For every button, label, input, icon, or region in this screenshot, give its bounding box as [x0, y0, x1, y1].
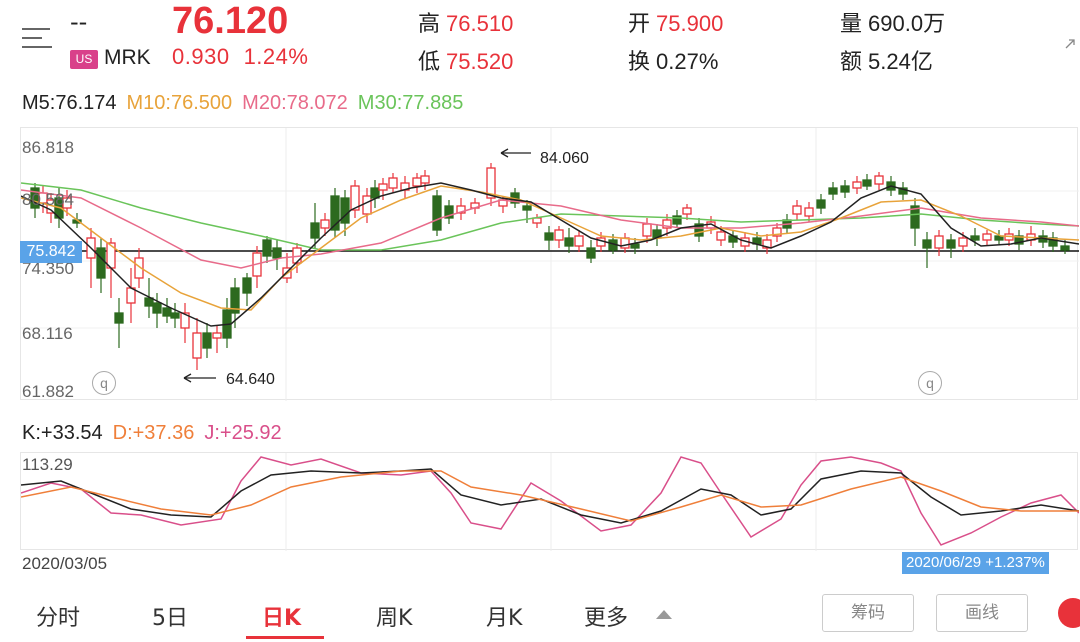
- start-date: 2020/03/05: [22, 554, 108, 573]
- tab-monthly-k[interactable]: 月K: [486, 606, 523, 631]
- q-icon[interactable]: q: [918, 371, 942, 395]
- price-change: 0.930 1.24%: [172, 44, 308, 70]
- tab-more[interactable]: 更多: [584, 606, 629, 631]
- y-label-top: 86.818: [22, 138, 74, 157]
- stat-low: 低 75.520: [418, 44, 513, 76]
- stat-amount-value: 5.24亿: [868, 49, 933, 74]
- kdj-top-label: 113.29: [22, 455, 73, 474]
- tab-intraday[interactable]: 分时: [36, 606, 81, 631]
- kdj-j-label: J:+25.92: [204, 422, 282, 444]
- stat-turnover-label: 换: [628, 49, 651, 74]
- last-price: 76.120: [172, 0, 289, 42]
- end-date: 2020/06/29: [906, 554, 982, 571]
- stat-high: 高 76.510: [418, 6, 513, 38]
- stat-high-value: 76.510: [446, 11, 514, 36]
- ma10-label: M10:76.500: [126, 92, 233, 114]
- kdj-chart[interactable]: [20, 452, 1079, 551]
- y-label-4: 68.116: [22, 324, 73, 343]
- expand-icon[interactable]: [1064, 38, 1076, 50]
- change-value: 0.930: [172, 44, 230, 69]
- end-change: +1.237%: [985, 554, 1045, 571]
- active-tab-indicator: [246, 636, 324, 639]
- candlestick-svg: [21, 128, 1079, 401]
- stat-amount-label: 额: [840, 49, 863, 74]
- caret-up-icon[interactable]: [656, 610, 672, 619]
- market-badge: US: [70, 50, 98, 69]
- tab-daily-k[interactable]: 日K: [262, 606, 302, 631]
- stat-volume-value: 690.0万: [868, 11, 946, 36]
- quote-header: -- US MRK 76.120 0.930 1.24% 高 76.510 低 75.…: [0, 0, 1080, 82]
- kdj-k-label: K:+33.54: [22, 422, 103, 444]
- stat-low-label: 低: [418, 49, 441, 74]
- stat-open-label: 开: [628, 11, 651, 36]
- q-icon[interactable]: q: [92, 371, 116, 395]
- current-price-tag: 75.842: [20, 241, 82, 263]
- y-label-3: 74.350: [22, 259, 74, 278]
- change-percent: 1.24%: [243, 44, 309, 69]
- ma20-label: M20:78.072: [242, 92, 348, 114]
- ma30-label: M30:77.885: [357, 92, 464, 114]
- stat-open: 开 75.900: [628, 6, 723, 38]
- kdj-d-label: D:+37.36: [112, 422, 195, 444]
- y-label-bottom: 61.882: [22, 382, 74, 401]
- tab-weekly-k[interactable]: 周K: [376, 606, 413, 631]
- low-annotation: 64.640: [226, 371, 275, 388]
- ticker-symbol: MRK: [104, 46, 151, 69]
- end-date-tag: 2020/06/29 +1.237%: [902, 552, 1049, 574]
- ma-legend: M5:76.174 M10:76.500 M20:78.072 M30:77.885: [22, 92, 473, 115]
- stat-volume: 量 690.0万: [840, 6, 945, 38]
- stat-high-label: 高: [418, 11, 441, 36]
- stat-amount: 额 5.24亿: [840, 44, 933, 76]
- ma5-label: M5:76.174: [22, 92, 117, 114]
- candlestick-chart[interactable]: [20, 127, 1079, 401]
- menu-icon[interactable]: [22, 26, 54, 50]
- chips-button[interactable]: 筹码: [822, 594, 914, 632]
- draw-line-button[interactable]: 画线: [936, 594, 1028, 632]
- stat-open-value: 75.900: [656, 11, 724, 36]
- kdj-svg: [21, 453, 1079, 551]
- stat-turnover-value: 0.27%: [656, 49, 719, 74]
- period-tab-bar: 分时 5日 日K 周K 月K 更多 筹码 画线: [0, 590, 1080, 642]
- float-action-icon[interactable]: [1058, 598, 1080, 628]
- stat-volume-label: 量: [840, 11, 863, 36]
- stat-low-value: 75.520: [446, 49, 514, 74]
- tab-5day[interactable]: 5日: [152, 606, 188, 631]
- high-annotation: 84.060: [540, 150, 589, 167]
- stat-turnover: 换 0.27%: [628, 44, 718, 76]
- kdj-legend: K:+33.54 D:+37.36 J:+25.92: [22, 422, 292, 445]
- stock-name: --: [70, 8, 88, 36]
- y-label-2: 80.584: [22, 190, 74, 209]
